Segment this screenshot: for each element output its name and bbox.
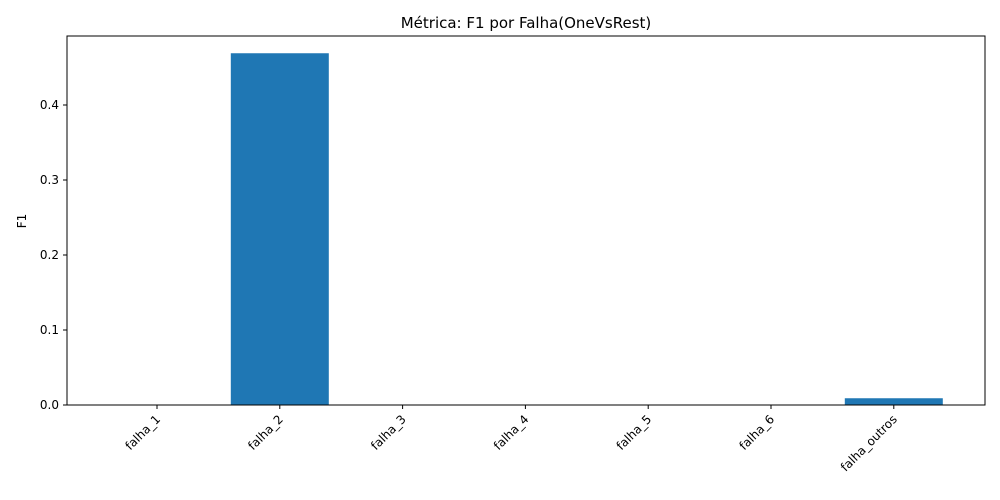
x-tick-label: falha_2 <box>245 412 286 453</box>
y-axis: 0.0 0.1 0.2 0.3 0.4 <box>40 98 67 412</box>
y-tick-label: 0.3 <box>40 173 59 187</box>
y-tick-label: 0.0 <box>40 398 59 412</box>
x-tick-label: falha_1 <box>122 412 163 453</box>
y-tick-label: 0.1 <box>40 323 59 337</box>
x-tick-label: falha_6 <box>736 412 777 453</box>
y-tick-label: 0.2 <box>40 248 59 262</box>
x-axis: falha_1 falha_2 falha_3 falha_4 falha_5 falha… <box>122 405 900 474</box>
bar-falha_outros <box>844 398 943 405</box>
y-tick-label: 0.4 <box>40 98 59 112</box>
x-tick-label: falha_3 <box>368 412 409 453</box>
bars-group <box>230 53 943 405</box>
plot-frame <box>66 35 986 406</box>
y-axis-label: F1 <box>15 214 29 229</box>
bar-falha_2 <box>230 53 329 405</box>
x-tick-label: falha_5 <box>614 412 655 453</box>
chart-title: Métrica: F1 por Falha(OneVsRest) <box>401 14 652 32</box>
x-tick-label: falha_outros <box>838 412 900 474</box>
x-tick-label: falha_4 <box>491 412 532 453</box>
